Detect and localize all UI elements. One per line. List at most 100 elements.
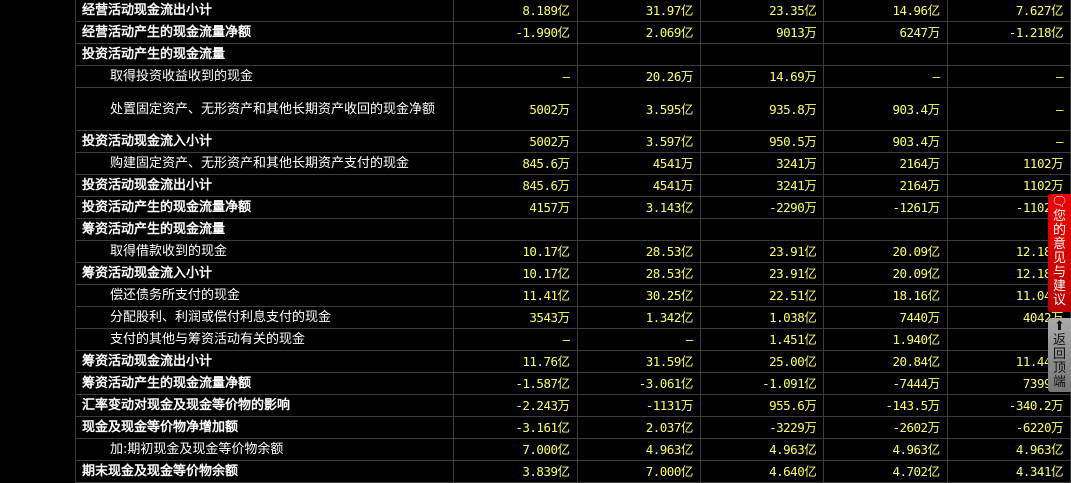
row-value: 1.342亿 — [576, 306, 701, 329]
table-row: 经营活动现金流出小计 8.189亿 31.97亿 23.35亿 14.96亿 7.627亿 — [74, 0, 1071, 22]
row-value: -3.161亿 — [453, 416, 578, 439]
table-row: 筹资活动产生的现金流量 — [74, 218, 1071, 241]
top-char: 顶 — [1052, 361, 1066, 376]
row-value: -1131万 — [576, 394, 701, 417]
table-row: 经营活动产生的现金流量净额 -1.990亿 2.069亿 9013万 6247万 -1.2… — [74, 21, 1071, 44]
row-value: 2164万 — [823, 152, 948, 175]
row-value: 4.341亿 — [946, 460, 1071, 483]
row-value: — — [946, 130, 1071, 153]
row-value: -2602万 — [823, 416, 948, 439]
feedback-button[interactable]: 🗨 您的意见与建议 — [1048, 194, 1071, 312]
row-value: 11.76亿 — [453, 350, 578, 373]
row-value: 7.627亿 — [946, 0, 1071, 22]
table-row: 筹资活动现金流入小计 10.17亿 28.53亿 23.91亿 20.09亿 12.18亿 — [74, 262, 1071, 285]
table-row: 现金及现金等价物净增加额 -3.161亿 2.037亿 -3229万 -2602万 -62… — [74, 416, 1071, 439]
row-value: 1.451亿 — [699, 328, 825, 351]
table-row: 投资活动产生的现金流量净额 4157万 3.143亿 -2290万 -1261万 -110… — [74, 196, 1071, 219]
row-label: 分配股利、利润或偿付利息支付的现金 — [74, 306, 455, 329]
row-label: 汇率变动对现金及现金等价物的影响 — [74, 394, 455, 417]
comment-icon: 🗨 — [1051, 195, 1068, 210]
top-char: 端 — [1052, 375, 1066, 390]
feedback-char: 的 — [1052, 223, 1066, 238]
row-label: 取得借款收到的现金 — [74, 240, 455, 263]
row-value: 20.26万 — [576, 65, 701, 88]
row-value: 14.69万 — [699, 65, 825, 88]
row-value: 10.17亿 — [453, 240, 578, 263]
feedback-char: 您 — [1052, 209, 1066, 224]
row-label: 筹资活动产生的现金流量 — [74, 218, 455, 241]
row-label: 投资活动现金流入小计 — [74, 130, 455, 153]
row-label: 加:期初现金及现金等价物余额 — [74, 438, 455, 461]
row-label: 投资活动产生的现金流量 — [74, 43, 455, 66]
row-value: -2.243万 — [453, 394, 578, 417]
row-label: 经营活动产生的现金流量净额 — [74, 21, 455, 44]
row-value: 4541万 — [576, 174, 701, 197]
row-value — [699, 43, 825, 66]
row-value: 20.84亿 — [823, 350, 948, 373]
row-value: 23.35亿 — [699, 0, 825, 22]
row-value — [576, 218, 701, 241]
row-value: 14.96亿 — [823, 0, 948, 22]
row-value: 4157万 — [453, 196, 578, 219]
row-value — [576, 43, 701, 66]
row-value: 4.963亿 — [946, 438, 1071, 461]
row-value: 2.069亿 — [576, 21, 701, 44]
table-row: 期末现金及现金等价物余额 3.839亿 7.000亿 4.640亿 4.702亿 4.34… — [74, 460, 1071, 483]
table-row: 筹资活动现金流出小计 11.76亿 31.59亿 25.00亿 20.84亿 11.44亿 — [74, 350, 1071, 373]
row-value: 4541万 — [576, 152, 701, 175]
row-label: 取得投资收益收到的现金 — [74, 65, 455, 88]
row-value: 11.41亿 — [453, 284, 578, 307]
table-row: 偿还债务所支付的现金 11.41亿 30.25亿 22.51亿 18.16亿 11.04亿 — [74, 284, 1071, 307]
row-value: 6247万 — [823, 21, 948, 44]
row-value: 4.702亿 — [823, 460, 948, 483]
row-value: 903.4万 — [823, 87, 948, 131]
row-value: 3543万 — [453, 306, 578, 329]
row-value: 7.000亿 — [576, 460, 701, 483]
row-value: — — [453, 328, 578, 351]
table-row: 筹资活动产生的现金流量净额 -1.587亿 -3.061亿 -1.091亿 -7444万… — [74, 372, 1071, 395]
row-label: 经营活动现金流出小计 — [74, 0, 455, 22]
table-row: 取得投资收益收到的现金 —20.26万 14.69万 — — — [74, 65, 1071, 88]
row-value: 31.97亿 — [576, 0, 701, 22]
row-label: 处置固定资产、无形资产和其他长期资产收回的现金净额 — [74, 87, 455, 131]
row-value: -1261万 — [823, 196, 948, 219]
feedback-char: 见 — [1052, 251, 1066, 266]
row-label: 期末现金及现金等价物余额 — [74, 460, 455, 483]
row-value: 23.91亿 — [699, 240, 825, 263]
row-value: 9013万 — [699, 21, 825, 44]
row-value: 955.6万 — [699, 394, 825, 417]
row-value: 3241万 — [699, 152, 825, 175]
row-label: 筹资活动现金流出小计 — [74, 350, 455, 373]
back-to-top-button[interactable]: ⬆ 返回顶端 — [1048, 318, 1071, 392]
row-value: 1102万 — [946, 152, 1071, 175]
row-value: 845.6万 — [453, 174, 578, 197]
row-value: -7444万 — [823, 372, 948, 395]
row-value: 25.00亿 — [699, 350, 825, 373]
row-value: 903.4万 — [823, 130, 948, 153]
row-value: 4.640亿 — [699, 460, 825, 483]
row-value — [823, 43, 948, 66]
row-value: 23.91亿 — [699, 262, 825, 285]
row-value: 18.16亿 — [823, 284, 948, 307]
table-row: 投资活动现金流入小计 5002万 3.597亿 950.5万 903.4万 — — [74, 130, 1071, 153]
row-value: 3241万 — [699, 174, 825, 197]
row-label: 投资活动现金流出小计 — [74, 174, 455, 197]
row-value: — — [946, 87, 1071, 131]
row-value: -1.587亿 — [453, 372, 578, 395]
row-label: 现金及现金等价物净增加额 — [74, 416, 455, 439]
row-value: 935.8万 — [699, 87, 825, 131]
row-value: -143.5万 — [823, 394, 948, 417]
table-row: 处置固定资产、无形资产和其他长期资产收回的现金净额 5002万 3.595亿 935.… — [74, 87, 1071, 131]
row-value: 2164万 — [823, 174, 948, 197]
row-value: -6220万 — [946, 416, 1071, 439]
row-value: 22.51亿 — [699, 284, 825, 307]
row-label: 购建固定资产、无形资产和其他长期资产支付的现金 — [74, 152, 455, 175]
row-value: 7.000亿 — [453, 438, 578, 461]
row-value — [946, 43, 1071, 66]
row-value: -1.218亿 — [946, 21, 1071, 44]
table-row: 分配股利、利润或偿付利息支付的现金 3543万 1.342亿 1.038亿 7440万 4… — [74, 306, 1071, 329]
row-value: 4.963亿 — [699, 438, 825, 461]
row-value: 28.53亿 — [576, 262, 701, 285]
top-char: 回 — [1052, 347, 1066, 362]
